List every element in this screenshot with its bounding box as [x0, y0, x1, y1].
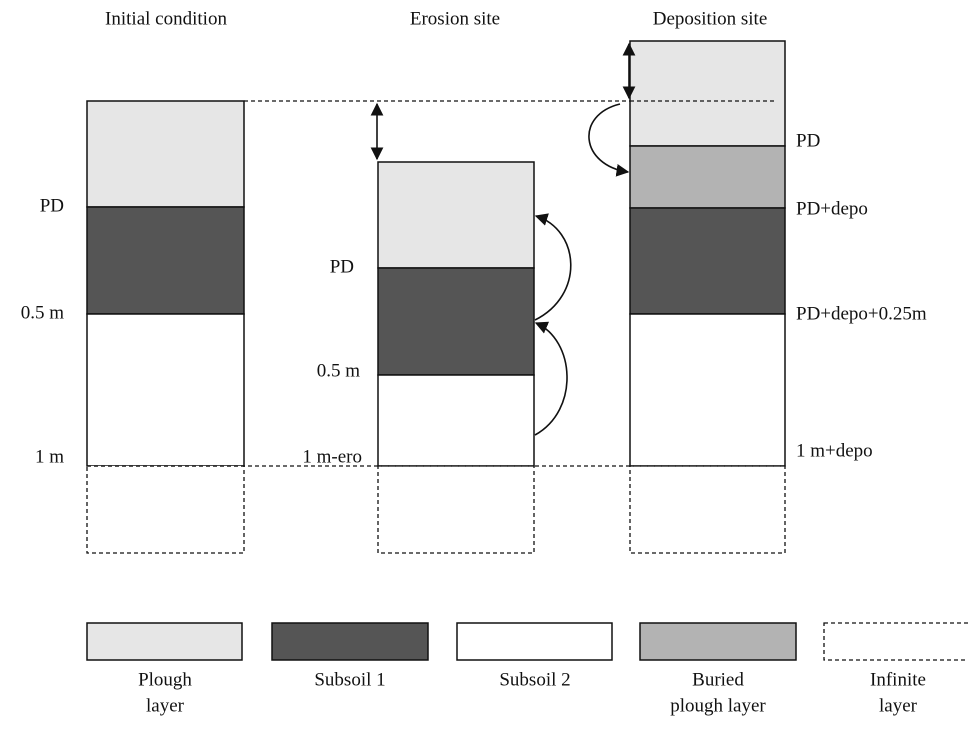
curved-arrow — [588, 103, 630, 177]
depth-label: PD — [796, 130, 820, 151]
depth-label: PD+depo+0.25m — [796, 303, 927, 324]
legend-label: layer — [879, 695, 918, 716]
legend: Plough layer Subsoil 1 Subsoil 2 Buried … — [86, 622, 968, 716]
legend-label: plough layer — [670, 695, 766, 716]
column-title: Deposition site — [653, 8, 768, 29]
legend-label: Subsoil 2 — [499, 669, 570, 690]
depth-label: PD — [330, 256, 354, 277]
legend-label: Plough — [138, 669, 192, 690]
depth-label: 0.5 m — [21, 302, 65, 323]
column-title: Erosion site — [410, 8, 500, 29]
column-title: Initial condition — [105, 8, 227, 29]
depth-label: 1 m — [35, 446, 64, 467]
curved-arrow — [534, 213, 572, 321]
depth-label: PD+depo — [796, 198, 868, 219]
depth-label: 0.5 m — [317, 360, 361, 381]
curved-arrow — [534, 321, 568, 436]
column-erosion — [377, 161, 535, 554]
legend-label: layer — [146, 695, 185, 716]
column-deposition — [629, 40, 786, 554]
depth-label: 1 m-ero — [302, 446, 362, 467]
depth-label: 1 m+depo — [796, 440, 873, 461]
column-initial — [86, 100, 245, 554]
legend-label: Buried — [692, 669, 744, 690]
legend-label: Infinite — [870, 669, 926, 690]
depth-label: PD — [40, 195, 64, 216]
legend-label: Subsoil 1 — [314, 669, 385, 690]
